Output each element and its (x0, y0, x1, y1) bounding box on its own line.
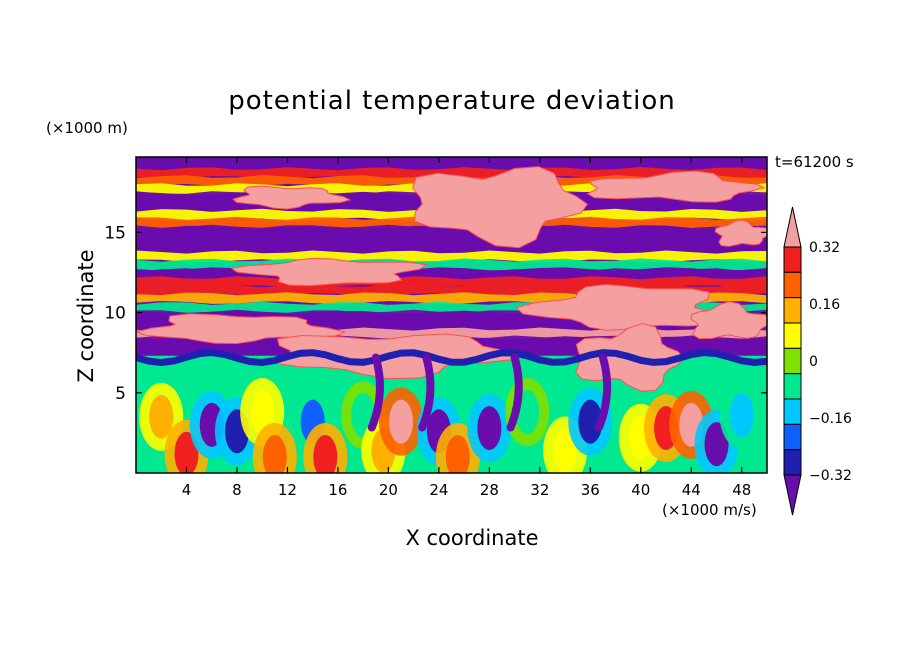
blob (389, 399, 414, 444)
blob (250, 390, 275, 435)
colorbar-box (783, 322, 802, 349)
colorbar-label: −0.32 (809, 468, 852, 484)
blob (313, 434, 338, 473)
pink-region (517, 284, 723, 330)
x-tick-label: 4 (182, 481, 192, 499)
x-axis-ticks: 4 8 12 16 20 24 28 32 36 40 44 48 (182, 157, 751, 499)
plume (506, 353, 523, 432)
x-tick-label: 16 (328, 481, 347, 499)
x-scale-note: (×1000 m/s) (662, 501, 757, 519)
y-tick-label: 5 (115, 384, 126, 404)
x-tick-label: 12 (278, 481, 297, 499)
chart-title: potential temperature deviation (228, 86, 676, 116)
blob (477, 406, 502, 451)
colorbar-box (783, 423, 802, 451)
colorbar-box (783, 271, 802, 299)
y-axis-ticks: 5 10 15 (104, 223, 767, 404)
x-axis-label: X coordinate (405, 526, 539, 550)
colorbar-box (783, 373, 802, 400)
pink-region (691, 302, 767, 339)
blob (729, 393, 754, 438)
plume (418, 353, 435, 432)
y-tick-label: 15 (104, 223, 126, 243)
y-tick-label: 10 (104, 304, 126, 324)
colorbar-box (783, 449, 802, 476)
colorbar-extend-max (783, 206, 802, 248)
upper-band (136, 242, 767, 255)
time-label: t=61200 s (775, 153, 854, 171)
x-tick-label: 48 (732, 481, 751, 499)
pink-region (232, 258, 426, 286)
x-tick-label: 20 (379, 481, 398, 499)
plot-frame (135, 156, 768, 474)
x-tick-label: 24 (429, 481, 448, 499)
pink-region (234, 186, 349, 209)
pink-region (413, 167, 587, 248)
plume (594, 353, 612, 432)
colorbar-label: 0 (809, 354, 818, 370)
x-tick-label: 28 (480, 481, 499, 499)
colorbar: 0.32 0.16 0 −0.16 −0.32 (783, 206, 852, 516)
blob (445, 434, 470, 473)
plume (367, 353, 384, 432)
colorbar-label: 0.16 (809, 297, 840, 313)
blob (553, 428, 578, 473)
x-tick-label: 32 (530, 481, 549, 499)
colorbar-label: 0.32 (809, 240, 840, 256)
colorbar-box (783, 297, 802, 324)
transition-layer (136, 348, 767, 367)
blob (174, 431, 199, 473)
pink-region (588, 171, 763, 202)
x-tick-label: 8 (232, 481, 242, 499)
upper-band (136, 224, 767, 237)
x-tick-label: 36 (581, 481, 600, 499)
x-tick-label: 44 (682, 481, 701, 499)
colorbar-extend-min (783, 474, 802, 516)
colorbar-box (783, 398, 802, 425)
colorbar-label: −0.16 (809, 411, 852, 427)
colorbar-box (783, 246, 802, 273)
blob (149, 394, 174, 439)
y-scale-note: (×1000 m) (46, 119, 128, 137)
blob (578, 399, 603, 444)
contour-field (136, 157, 767, 473)
pink-region (138, 314, 344, 343)
blob (704, 422, 729, 467)
colorbar-box (783, 347, 802, 375)
blob (262, 434, 287, 473)
x-tick-label: 40 (631, 481, 650, 499)
pink-region (715, 220, 767, 246)
